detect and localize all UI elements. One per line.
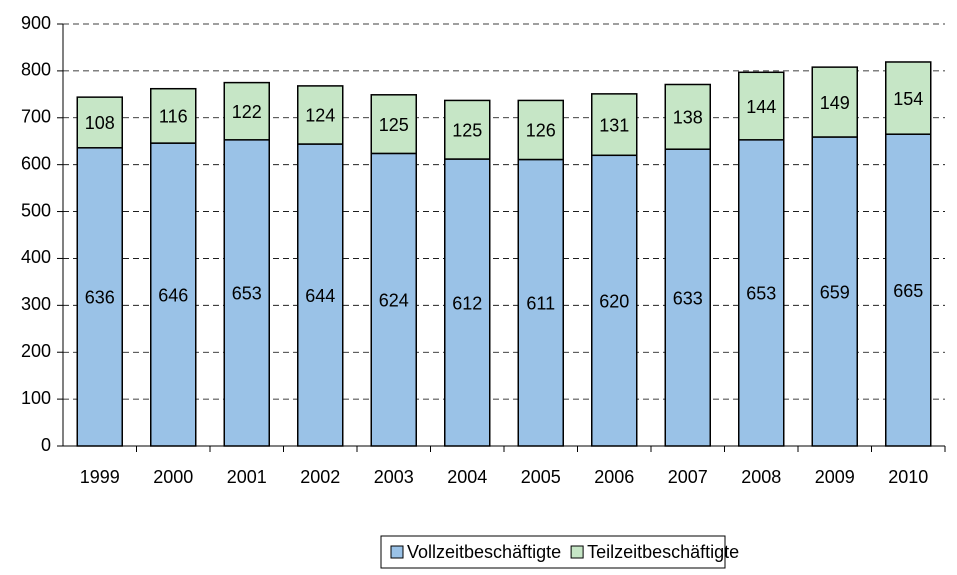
bar-segment (517, 99, 564, 161)
bar-segment (297, 85, 344, 145)
value-label: 611 (526, 294, 555, 314)
value-label: 131 (599, 115, 629, 135)
value-label: 620 (599, 291, 629, 311)
value-label: 653 (232, 284, 262, 304)
value-label: 653 (746, 284, 776, 304)
x-tick-label: 2007 (668, 467, 708, 487)
y-tick-label: 700 (21, 107, 51, 127)
bar-segment (444, 158, 491, 447)
bar-segment (811, 66, 858, 138)
value-label: 125 (452, 120, 482, 140)
bar-segment (738, 71, 785, 141)
legend-label: Vollzeitbeschäftigte (407, 542, 561, 562)
y-tick-label: 900 (21, 13, 51, 33)
value-label: 124 (305, 106, 335, 126)
value-label: 144 (746, 97, 776, 117)
value-label: 108 (85, 113, 115, 133)
x-tick-label: 1999 (80, 467, 120, 487)
legend-box (380, 535, 726, 569)
value-label: 633 (673, 288, 703, 308)
y-tick-label: 800 (21, 60, 51, 80)
value-label: 646 (158, 285, 188, 305)
bar-segment (811, 136, 858, 447)
bar-segment (591, 93, 638, 157)
bar-segment (591, 154, 638, 447)
bar-segment (444, 99, 491, 160)
bar-segment (370, 94, 417, 155)
bar-segment (76, 147, 123, 447)
bar-segment (370, 152, 417, 447)
y-tick-label: 400 (21, 247, 51, 267)
x-tick-label: 2005 (521, 467, 561, 487)
bar-segment (885, 133, 932, 447)
x-tick-label: 2001 (227, 467, 267, 487)
y-tick-label: 200 (21, 341, 51, 361)
x-tick-label: 2006 (594, 467, 634, 487)
value-label: 149 (820, 93, 850, 113)
bar-segment (223, 139, 270, 447)
value-label: 624 (379, 290, 409, 310)
y-tick-label: 600 (21, 153, 51, 173)
x-tick-label: 2003 (374, 467, 414, 487)
value-label: 154 (893, 89, 923, 109)
x-tick-label: 2010 (888, 467, 928, 487)
x-tick-label: 2008 (741, 467, 781, 487)
bar-segment (297, 143, 344, 447)
legend-label: Teilzeitbeschäftigte (587, 542, 739, 562)
value-label: 659 (820, 282, 850, 302)
value-label: 125 (379, 115, 409, 135)
x-tick-label: 2000 (153, 467, 193, 487)
y-tick-label: 0 (41, 435, 51, 455)
y-tick-label: 500 (21, 200, 51, 220)
x-tick-label: 2009 (815, 467, 855, 487)
value-label: 665 (893, 281, 923, 301)
legend-swatch (390, 545, 404, 559)
bar-segment (223, 81, 270, 141)
bar-segment (150, 87, 197, 144)
value-label: 126 (526, 121, 556, 141)
value-label: 612 (452, 293, 482, 313)
bar-segment (738, 139, 785, 447)
value-label: 636 (85, 288, 115, 308)
bar-segment (664, 83, 711, 150)
x-tick-label: 2002 (300, 467, 340, 487)
legend-swatch (570, 545, 584, 559)
y-tick-label: 300 (21, 294, 51, 314)
bar-segment (517, 158, 564, 447)
bar-segment (76, 96, 123, 149)
x-tick-label: 2004 (447, 467, 487, 487)
y-tick-label: 100 (21, 388, 51, 408)
bar-segment (885, 61, 932, 135)
value-label: 138 (673, 108, 703, 128)
value-label: 644 (305, 286, 335, 306)
value-label: 122 (232, 102, 262, 122)
value-label: 116 (159, 107, 188, 127)
